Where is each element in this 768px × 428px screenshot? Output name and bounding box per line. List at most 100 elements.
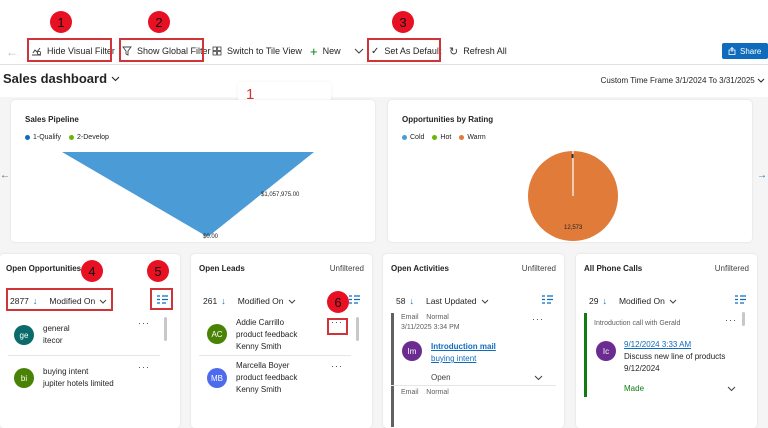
view-options-icon[interactable] <box>156 294 169 305</box>
funnel-icon <box>122 46 132 56</box>
legend-label: Warm <box>467 134 486 141</box>
sort-field-selector[interactable]: Last Updated <box>426 296 489 306</box>
card-filter-status: Unfiltered <box>329 264 364 273</box>
chevron-down-icon[interactable] <box>534 375 543 381</box>
more-icon[interactable]: ··· <box>331 361 343 371</box>
show-global-filter-label: Show Global Filter <box>137 46 211 56</box>
share-icon <box>728 47 736 55</box>
pie-value-label: 12,573 <box>564 225 583 231</box>
callout-number-5: 5 <box>147 260 169 282</box>
chart-next-icon[interactable]: → <box>757 170 767 181</box>
set-as-default-button[interactable]: ✓ Set As Default <box>371 39 441 63</box>
item-owner: Kenny Smith <box>236 385 282 394</box>
sort-field-selector[interactable]: Modified On <box>619 296 677 306</box>
item-title: Addie Carrillo <box>236 318 285 327</box>
legend-dot <box>25 135 30 140</box>
switch-tile-view-label: Switch to Tile View <box>227 46 302 56</box>
activity-meta: Email Normal 3/11/2025 3:34 PM <box>401 313 460 333</box>
list-item[interactable]: 9/12/2024 3:33 AM Discuss new line of pr… <box>624 339 725 375</box>
scrollbar[interactable] <box>356 317 359 341</box>
chart-legend: Cold Hot Warm <box>402 134 486 141</box>
divider <box>199 355 351 356</box>
legend-item[interactable]: 2-Develop <box>69 134 109 141</box>
chart-prev-icon[interactable]: ← <box>0 170 10 181</box>
checkmark-icon: ✓ <box>371 45 380 57</box>
more-icon[interactable]: ··· <box>331 317 343 327</box>
show-global-filter-button[interactable]: Show Global Filter <box>122 39 211 63</box>
item-subtitle: product feedback <box>236 373 298 382</box>
item-subtitle: jupiter hotels limited <box>43 379 114 388</box>
chevron-down-icon[interactable] <box>354 48 364 54</box>
sort-field-label: Modified On <box>618 296 665 306</box>
avatar: Im <box>402 341 422 361</box>
back-arrow-icon[interactable]: ← <box>6 45 18 59</box>
list-item[interactable]: Marcella Boyer product feedback Kenny Sm… <box>236 360 297 396</box>
dashboard-title: Sales dashboard <box>3 71 108 86</box>
plus-icon: + <box>310 43 318 59</box>
view-options-icon[interactable] <box>734 294 747 305</box>
callout-box-4 <box>6 288 113 311</box>
hide-visual-filter-button[interactable]: Hide Visual Filter <box>31 39 115 63</box>
avatar: MB <box>207 368 227 388</box>
view-options-icon[interactable] <box>348 294 361 305</box>
card-title: All Phone Calls <box>584 264 643 273</box>
chart-title: Sales Pipeline <box>25 115 79 124</box>
card-title: Open Activities <box>391 264 449 273</box>
time-frame-selector[interactable]: Custom Time Frame 3/1/2024 To 3/31/2025 <box>601 76 765 85</box>
legend-label: 1-Qualify <box>33 134 62 141</box>
call-date: 9/12/2024 <box>624 364 660 373</box>
sort-arrow-icon[interactable]: ↓ <box>602 296 607 306</box>
legend-item[interactable]: Cold <box>402 134 424 141</box>
card-filter-status: Unfiltered <box>714 264 749 273</box>
legend-item[interactable]: Warm <box>459 134 486 141</box>
legend-dot <box>402 135 407 140</box>
more-icon[interactable]: ··· <box>138 318 150 328</box>
legend-item[interactable]: Hot <box>432 134 451 141</box>
scrollbar[interactable] <box>164 317 167 341</box>
more-icon[interactable]: ··· <box>138 362 150 372</box>
item-subtitle: itecor <box>43 336 63 345</box>
switch-tile-view-button[interactable]: Switch to Tile View <box>212 39 302 63</box>
view-options-icon[interactable] <box>541 294 554 305</box>
item-title: Marcella Boyer <box>236 361 290 370</box>
legend-dot <box>69 135 75 140</box>
sort-field-selector[interactable]: Modified On <box>49 296 107 306</box>
sort-arrow-icon[interactable]: ↓ <box>32 296 38 306</box>
pie-slice-cold[interactable] <box>571 154 574 158</box>
sort-arrow-icon[interactable]: ↓ <box>409 296 414 306</box>
list-item[interactable]: buying intent jupiter hotels limited <box>43 366 114 390</box>
chevron-down-icon <box>99 299 107 304</box>
scrollbar[interactable] <box>742 312 745 326</box>
legend-dot <box>459 135 465 140</box>
more-icon[interactable]: ··· <box>725 315 737 325</box>
item-title: general <box>43 324 70 333</box>
callout-number-1: 1 <box>50 11 72 33</box>
share-button[interactable]: Share <box>722 43 768 59</box>
opportunities-by-rating-chart: Opportunities by Rating Cold Hot Warm 12… <box>388 100 752 242</box>
card-title: Open Leads <box>199 264 245 273</box>
refresh-all-button[interactable]: ↻ Refresh All <box>449 39 507 63</box>
sort-arrow-icon[interactable]: ↓ <box>221 296 226 306</box>
record-count: 261 <box>203 296 218 306</box>
activity-subject-link[interactable]: Introduction mail <box>431 342 496 351</box>
list-item[interactable]: general itecor <box>43 323 70 347</box>
chevron-down-icon <box>288 299 295 304</box>
activity-regarding-link[interactable]: buying intent <box>431 354 477 363</box>
all-phone-calls-card: All Phone Calls Unfiltered 29 ↓ Modified… <box>576 254 757 428</box>
new-button[interactable]: + New <box>310 39 364 63</box>
sort-field-selector[interactable]: Modified On <box>238 296 296 306</box>
more-icon[interactable]: ··· <box>532 314 544 324</box>
list-item[interactable]: Addie Carrillo product feedback Kenny Sm… <box>236 317 297 353</box>
list-item[interactable]: Introduction mail buying intent <box>431 341 496 365</box>
dashboard-selector[interactable]: Sales dashboard <box>3 71 120 86</box>
legend-item[interactable]: 1-Qualify <box>25 134 61 141</box>
record-count: 58 <box>396 296 406 306</box>
call-subject: Discuss new line of products <box>624 352 726 361</box>
new-label: New <box>322 46 341 56</box>
activity-date: 3/11/2025 3:34 PM <box>401 324 460 331</box>
call-date-link[interactable]: 9/12/2024 3:33 AM <box>624 340 692 349</box>
chevron-down-icon[interactable] <box>727 386 736 392</box>
funnel-segment-1-qualify[interactable] <box>62 152 314 236</box>
item-subtitle: product feedback <box>236 330 298 339</box>
activity-type: Email <box>401 389 419 396</box>
